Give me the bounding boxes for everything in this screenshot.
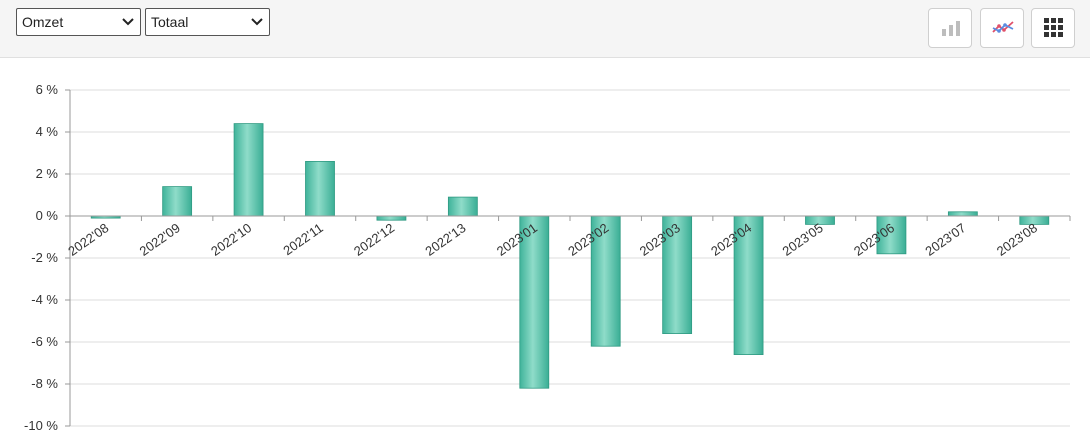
bar-chart: 6 % 4 % 2 % 0 % -2 % -4 % -6 % -8 % -10 % 2022'0… <box>24 82 1071 433</box>
x-tick-label: 2022'13 <box>422 220 468 259</box>
x-tick-label: 2022'09 <box>137 220 183 259</box>
bar <box>376 215 407 221</box>
bar <box>162 186 193 217</box>
chevron-down-icon <box>251 18 263 26</box>
gridlines <box>70 89 1070 427</box>
bar-chart-icon <box>942 21 960 36</box>
line-chart-button[interactable] <box>980 8 1024 48</box>
bars <box>90 123 1050 389</box>
bar-chart-button[interactable] <box>928 8 972 48</box>
bar <box>947 211 978 217</box>
metric-select-value: Omzet <box>22 14 64 30</box>
y-tick-label: -8 % <box>31 376 58 391</box>
x-tick-label: 2022'08 <box>65 220 111 259</box>
metric-select[interactable]: Omzet <box>16 8 141 36</box>
bar <box>805 215 835 225</box>
y-tick-label: -4 % <box>31 292 58 307</box>
x-tick-label: 2022'10 <box>208 220 254 259</box>
grid-icon <box>1044 18 1063 37</box>
y-tick-label: -10 % <box>24 418 58 433</box>
x-tick-label: 2023'05 <box>780 220 826 259</box>
bar <box>662 215 693 334</box>
x-tick-label: 2023'07 <box>922 220 968 259</box>
bar <box>447 196 478 217</box>
bar <box>233 123 264 217</box>
x-tick-label: 2022'11 <box>280 220 325 258</box>
chart-toolbar: Omzet Totaal <box>0 0 1090 58</box>
x-tick-label: 2022'12 <box>351 220 397 259</box>
y-tick-label: -2 % <box>31 250 58 265</box>
y-axis: 6 % 4 % 2 % 0 % -2 % -4 % -6 % -8 % -10 % <box>24 82 71 433</box>
bar <box>876 215 907 255</box>
y-tick-label: 0 % <box>36 208 59 223</box>
grid-view-button[interactable] <box>1031 8 1075 48</box>
line-chart-icon <box>992 21 1014 33</box>
y-tick-label: -6 % <box>31 334 58 349</box>
y-tick-label: 2 % <box>36 166 59 181</box>
bar <box>305 161 335 217</box>
scope-select[interactable]: Totaal <box>145 8 270 36</box>
x-tick-label: 2023'08 <box>994 220 1040 259</box>
y-tick-label: 6 % <box>36 82 59 97</box>
bar <box>733 215 764 356</box>
chevron-down-icon <box>122 18 134 26</box>
x-axis: 2022'08 2022'09 2022'10 2022'11 2022'12 2022'… <box>65 215 1071 259</box>
bar <box>1019 215 1050 225</box>
y-tick-label: 4 % <box>36 124 59 139</box>
scope-select-value: Totaal <box>151 14 189 30</box>
